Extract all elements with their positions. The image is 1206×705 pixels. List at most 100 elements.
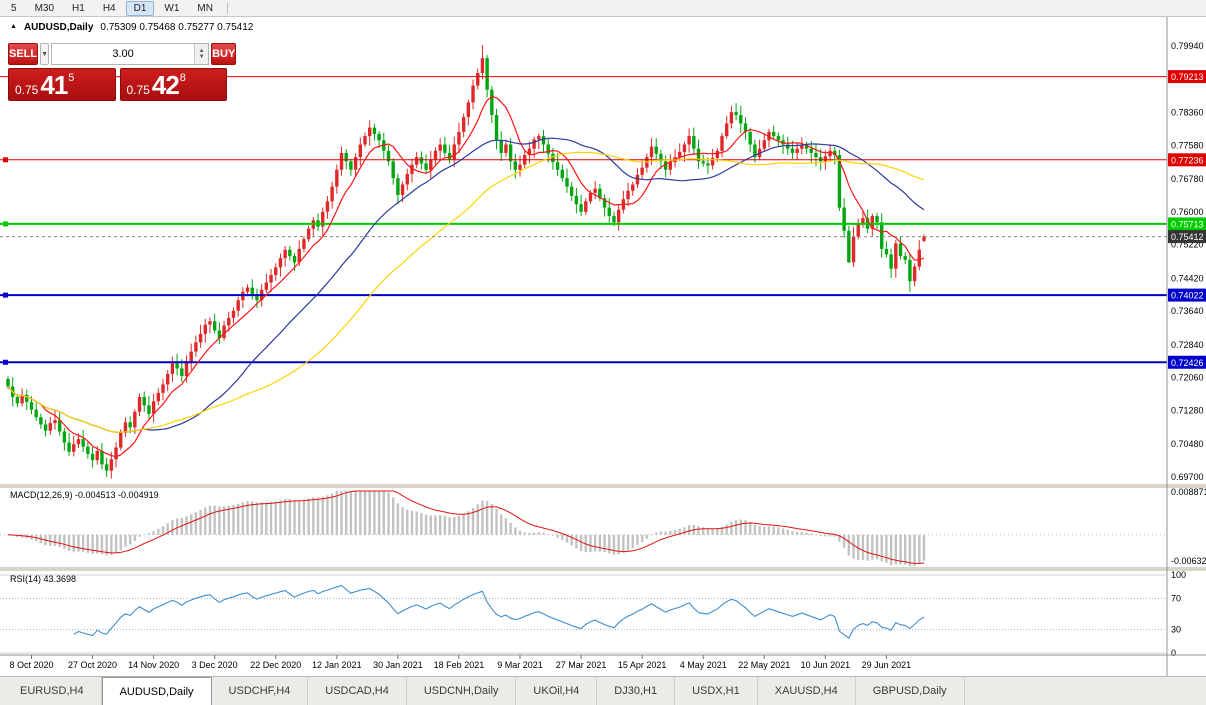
- timeframe-toolbar: 5 M30 H1 H4 D1 W1 MN: [0, 0, 1206, 17]
- svg-text:0.75220: 0.75220: [1171, 240, 1204, 250]
- timeframe-button-m30[interactable]: M30: [34, 2, 55, 14]
- svg-text:22 May 2021: 22 May 2021: [738, 660, 790, 670]
- chart-ohlc-values: 0.75309 0.75468 0.75277 0.75412: [100, 22, 254, 33]
- volume-input[interactable]: [52, 44, 195, 64]
- tab-usdx-h1[interactable]: USDX,H1: [675, 677, 758, 705]
- spinner-down-icon: ▼: [198, 54, 205, 60]
- chart-window[interactable]: 0.79940 0.78360 0.77580 0.76780 0.76000 0.752…: [0, 17, 1206, 676]
- current-price-label: [1168, 230, 1206, 244]
- svg-text:0.71280: 0.71280: [1171, 405, 1204, 415]
- svg-text:8 Oct 2020: 8 Oct 2020: [9, 660, 53, 670]
- svg-text:27 Mar 2021: 27 Mar 2021: [556, 660, 607, 670]
- svg-text:0.69700: 0.69700: [1171, 472, 1204, 482]
- svg-text:10 Jun 2021: 10 Jun 2021: [801, 660, 851, 670]
- one-click-controls: SELL ▼ ▲ ▼ BUY: [8, 43, 237, 65]
- timeframe-button-d1[interactable]: D1: [125, 0, 155, 16]
- svg-text:0.75713: 0.75713: [1171, 219, 1204, 229]
- buy-price-display[interactable]: 0.75 42 8: [119, 68, 227, 101]
- volume-field-wrap: ▲ ▼: [51, 43, 210, 65]
- svg-text:18 Feb 2021: 18 Feb 2021: [434, 660, 485, 670]
- volume-dropdown-button[interactable]: ▼: [40, 43, 50, 65]
- tab-xauusd-h4[interactable]: XAUUSD,H4: [758, 677, 856, 705]
- svg-text:12 Jan 2021: 12 Jan 2021: [312, 660, 362, 670]
- timeframe-button-mn[interactable]: MN: [197, 2, 213, 14]
- svg-text:100: 100: [1171, 570, 1186, 580]
- svg-text:0.74420: 0.74420: [1171, 273, 1204, 283]
- rsi-label: RSI(14) 43.3698: [10, 574, 76, 584]
- tab-eurusd-h4[interactable]: EURUSD,H4: [3, 677, 102, 705]
- svg-text:4 May 2021: 4 May 2021: [680, 660, 727, 670]
- svg-text:22 Dec 2020: 22 Dec 2020: [250, 660, 301, 670]
- svg-text:0.70480: 0.70480: [1171, 439, 1204, 449]
- svg-text:0.72426: 0.72426: [1171, 358, 1204, 368]
- svg-text:0.73640: 0.73640: [1171, 306, 1204, 316]
- sell-price-small: 0.75: [15, 83, 39, 97]
- candles: [6, 45, 926, 479]
- ma-8-line: [7, 95, 925, 458]
- svg-text:9 Mar 2021: 9 Mar 2021: [497, 660, 543, 670]
- svg-text:0.78360: 0.78360: [1171, 108, 1204, 118]
- buy-price-big: 42: [151, 69, 180, 100]
- svg-text:0.72840: 0.72840: [1171, 340, 1204, 350]
- one-click-trading-panel: SELL ▼ ▲ ▼ BUY 0.75 41 5 0.75 42: [8, 43, 237, 101]
- tab-usdchf-h4[interactable]: USDCHF,H4: [212, 677, 309, 705]
- chart-title: ▲ AUDUSD,Daily 0.75309 0.75468 0.75277 0…: [10, 22, 253, 33]
- ma-55-line: [7, 151, 925, 433]
- one-click-prices: 0.75 41 5 0.75 42 8: [8, 68, 227, 101]
- tab-ukoil-h4[interactable]: UKOil,H4: [516, 677, 598, 705]
- chart-window-icon: ▲: [10, 23, 17, 30]
- timeframe-button-w1[interactable]: W1: [164, 2, 180, 14]
- svg-text:27 Oct 2020: 27 Oct 2020: [68, 660, 117, 670]
- rsi-panel: 100 70 30 0 RSI(14) 43.3698: [0, 570, 1186, 658]
- rsi-line: [73, 584, 925, 640]
- svg-text:15 Apr 2021: 15 Apr 2021: [618, 660, 667, 670]
- svg-text:0.74022: 0.74022: [1171, 291, 1204, 301]
- timeframe-button-5[interactable]: 5: [11, 2, 17, 14]
- sell-price-sup: 5: [68, 72, 75, 84]
- chart-tab-bar: EURUSD,H4 AUDUSD,Daily USDCHF,H4 USDCAD,H4 U…: [0, 676, 1206, 705]
- svg-text:0.77236: 0.77236: [1171, 155, 1204, 165]
- svg-text:3 Dec 2020: 3 Dec 2020: [192, 660, 238, 670]
- toolbar-separator: [226, 2, 228, 14]
- svg-text:70: 70: [1171, 593, 1181, 603]
- svg-text:0.008871: 0.008871: [1171, 487, 1206, 497]
- tab-usdcnh-daily[interactable]: USDCNH,Daily: [407, 677, 517, 705]
- svg-text:0.79940: 0.79940: [1171, 41, 1204, 51]
- tab-usdcad-h4[interactable]: USDCAD,H4: [308, 677, 407, 705]
- buy-price-small: 0.75: [126, 83, 150, 97]
- tab-dj30-h1[interactable]: DJ30,H1: [597, 677, 676, 705]
- svg-text:0.76780: 0.76780: [1171, 174, 1204, 184]
- buy-price-sup: 8: [179, 72, 186, 84]
- tab-audusd-daily[interactable]: AUDUSD,Daily: [101, 677, 212, 705]
- svg-text:30: 30: [1171, 625, 1181, 635]
- sell-price-big: 41: [40, 69, 68, 100]
- tab-gbpusd-daily[interactable]: GBPUSD,Daily: [856, 677, 965, 705]
- svg-text:0.76000: 0.76000: [1171, 207, 1204, 217]
- svg-text:30 Jan 2021: 30 Jan 2021: [373, 660, 423, 670]
- price-chart[interactable]: 0.799400.783600.775800.767800.760000.752…: [0, 17, 1206, 676]
- timeframe-button-h1[interactable]: H1: [72, 2, 85, 14]
- macd-signal-line: [7, 490, 925, 565]
- volume-spinner[interactable]: ▲ ▼: [194, 44, 209, 64]
- buy-button[interactable]: BUY: [211, 43, 237, 65]
- svg-text:0.79213: 0.79213: [1171, 72, 1204, 82]
- svg-text:14 Nov 2020: 14 Nov 2020: [128, 660, 179, 670]
- date-axis: 8 Oct 2020 27 Oct 2020 14 Nov 2020 3 Dec 20…: [0, 654, 1206, 670]
- timeframe-button-h4[interactable]: H4: [102, 2, 116, 14]
- svg-text:29 Jun 2021: 29 Jun 2021: [862, 660, 912, 670]
- sell-price-display[interactable]: 0.75 41 5: [8, 68, 116, 101]
- macd-panel: MACD(12,26,9) -0.004513 -0.004919 0.00887…: [0, 487, 1206, 566]
- spinner-up-icon: ▲: [198, 48, 205, 54]
- chart-symbol-label: AUDUSD,Daily: [23, 22, 94, 33]
- ma-30-line: [7, 137, 925, 433]
- svg-text:0.72060: 0.72060: [1171, 373, 1204, 383]
- chevron-down-icon: ▼: [41, 50, 49, 58]
- sell-button[interactable]: SELL: [8, 43, 39, 65]
- svg-text:0.75412: 0.75412: [1171, 232, 1204, 242]
- price-axis: 0.79940 0.78360 0.77580 0.76780 0.76000 0.752…: [1166, 17, 1206, 676]
- svg-text:0: 0: [1171, 648, 1176, 658]
- svg-text:-0.00632: -0.00632: [1171, 556, 1206, 566]
- macd-label: MACD(12,26,9) -0.004513 -0.004919: [10, 490, 159, 500]
- svg-text:0.77580: 0.77580: [1171, 140, 1204, 150]
